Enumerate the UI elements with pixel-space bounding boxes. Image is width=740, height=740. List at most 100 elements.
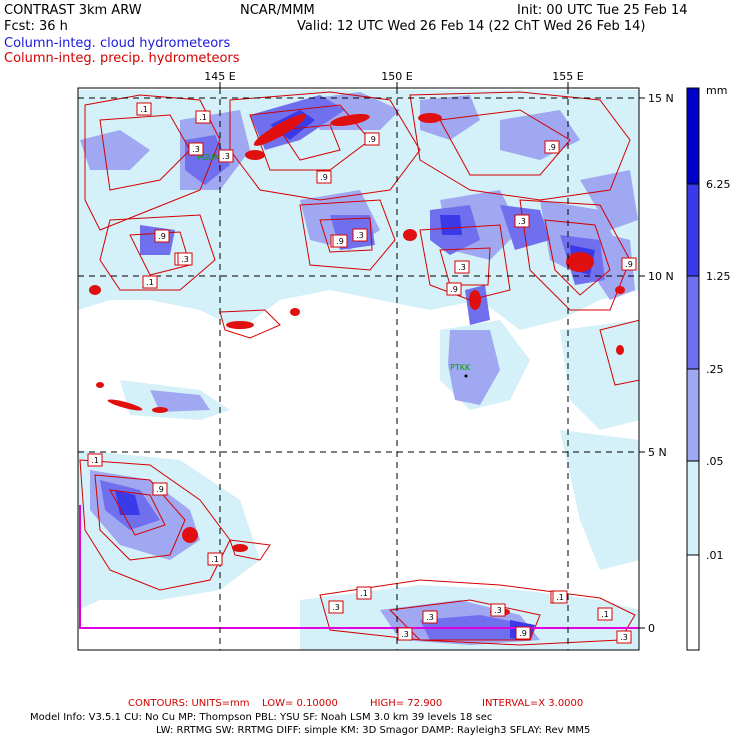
contour-label: .9: [332, 234, 348, 248]
svg-text:.3: .3: [518, 217, 526, 226]
lon-ticks: [219, 82, 569, 88]
field-precip-label: Column-integ. precip. hydrometeors: [4, 51, 240, 66]
contour-label: .1: [87, 453, 103, 467]
contour-label: .3: [490, 603, 506, 617]
contour-label: .1: [597, 607, 613, 621]
contour-label: .3: [454, 260, 470, 274]
contour-low: LOW= 0.10000: [262, 698, 338, 709]
lat-ticks: [639, 97, 645, 629]
contour-label: .9: [446, 282, 462, 296]
lat-label-15n: 15 N: [648, 92, 674, 105]
precip-heavy-cells: [89, 113, 625, 616]
contour-label: .3: [218, 149, 234, 163]
contour-label: .3: [422, 610, 438, 624]
lat-label-10n: 10 N: [648, 270, 674, 283]
svg-text:.9: .9: [450, 285, 458, 294]
contour-label: .1: [207, 552, 223, 566]
svg-text:.9: .9: [158, 232, 166, 241]
model-info-line-2: LW: RRTMG SW: RRTMG DIFF: simple KM: 3D …: [156, 725, 591, 736]
contour-label: .9: [621, 257, 637, 271]
forecast-hour: Fcst: 36 h: [4, 19, 68, 34]
svg-text:.3: .3: [332, 603, 340, 612]
svg-text:.1: .1: [146, 278, 154, 287]
contour-label: .3: [397, 627, 413, 641]
contour-label-group: .1 .1 .3 .3 .9 .9 .9 .9 .3 .1 .9 .1 .3 .9 .3 .9 .1 .9 .1 .3…: [87, 102, 637, 644]
svg-text:.1: .1: [91, 456, 99, 465]
field-layer: [78, 90, 639, 650]
svg-text:.9: .9: [320, 173, 328, 182]
colorbar-swatch-4: [687, 461, 699, 555]
colorbar-tick-6-25: 6.25: [706, 178, 731, 191]
svg-text:.3: .3: [181, 255, 189, 264]
lon-label-150: 150 E: [381, 70, 412, 83]
contour-label: .3: [616, 630, 632, 644]
contour-label: .9: [364, 132, 380, 146]
init-time: Init: 00 UTC Tue 25 Feb 14: [517, 3, 688, 18]
lon-label-145: 145 E: [204, 70, 235, 83]
colorbar-tick-0-05: .05: [706, 455, 724, 468]
contour-label: .3: [188, 142, 204, 156]
lat-lon-grid: [78, 88, 639, 650]
station-ptkk: PTKK: [450, 363, 471, 372]
svg-text:.1: .1: [556, 593, 564, 602]
lat-labels: 15 N 10 N 5 N 0: [648, 92, 674, 635]
svg-text:.3: .3: [620, 633, 628, 642]
contour-label: .1: [136, 102, 152, 116]
lat-label-0: 0: [648, 622, 655, 635]
colorbar-swatch-3: [687, 369, 699, 461]
lon-label-155: 155 E: [552, 70, 583, 83]
colorbar-swatch-1: [687, 184, 699, 276]
contour-label: .9: [544, 140, 560, 154]
valid-time: Valid: 12 UTC Wed 26 Feb 14 (22 ChT Wed …: [297, 19, 646, 34]
svg-text:.3: .3: [426, 613, 434, 622]
svg-text:.3: .3: [356, 231, 364, 240]
svg-text:.9: .9: [548, 143, 556, 152]
contour-interval: INTERVAL=X 3.0000: [482, 698, 584, 709]
contour-label: .1: [356, 586, 372, 600]
colorbar-tick-0-01: .01: [706, 549, 724, 562]
contour-units: CONTOURS: UNITS=mm: [128, 698, 250, 709]
contour-label: .9: [515, 626, 531, 640]
lon-labels: 145 E 150 E 155 E: [204, 70, 583, 83]
org-label: NCAR/MMM: [240, 3, 315, 18]
contour-label: .9: [152, 482, 168, 496]
contour-label: .3: [177, 252, 193, 266]
svg-text:.3: .3: [192, 145, 200, 154]
svg-text:.9: .9: [336, 237, 344, 246]
contour-label: .1: [142, 275, 158, 289]
contour-label: .9: [154, 229, 170, 243]
contour-label: .3: [514, 214, 530, 228]
colorbar: mm 6.25 1.25 .25 .05 .01: [686, 84, 731, 651]
lat-label-5n: 5 N: [648, 446, 667, 459]
contour-label: .1: [195, 110, 211, 124]
colorbar-swatch-0: [687, 88, 699, 184]
colorbar-tick-1-25: 1.25: [706, 270, 731, 283]
svg-text:.1: .1: [360, 589, 368, 598]
model-title: CONTRAST 3km ARW: [4, 3, 142, 18]
svg-text:.3: .3: [401, 630, 409, 639]
field-cloud-label: Column-integ. cloud hydrometeors: [4, 36, 231, 51]
svg-text:.9: .9: [368, 135, 376, 144]
svg-text:.3: .3: [222, 152, 230, 161]
station-pgum: PGUM: [197, 153, 221, 162]
svg-text:.3: .3: [458, 263, 466, 272]
colorbar-unit: mm: [706, 84, 727, 97]
contour-high: HIGH= 72.900: [370, 698, 443, 709]
svg-text:.9: .9: [625, 260, 633, 269]
colorbar-swatch-5: [687, 555, 699, 650]
map-frame: [77, 87, 640, 651]
svg-text:.1: .1: [211, 555, 219, 564]
contour-label: .3: [352, 228, 368, 242]
contour-label: .1: [552, 590, 568, 604]
svg-text:.3: .3: [494, 606, 502, 615]
svg-text:.1: .1: [601, 610, 609, 619]
svg-text:.1: .1: [140, 105, 148, 114]
svg-text:.9: .9: [519, 629, 527, 638]
contour-label: .9: [316, 170, 332, 184]
colorbar-tick-0-25: .25: [706, 363, 724, 376]
svg-text:.9: .9: [156, 485, 164, 494]
colorbar-swatch-2: [687, 276, 699, 369]
contour-label: .3: [328, 600, 344, 614]
svg-text:.1: .1: [199, 113, 207, 122]
